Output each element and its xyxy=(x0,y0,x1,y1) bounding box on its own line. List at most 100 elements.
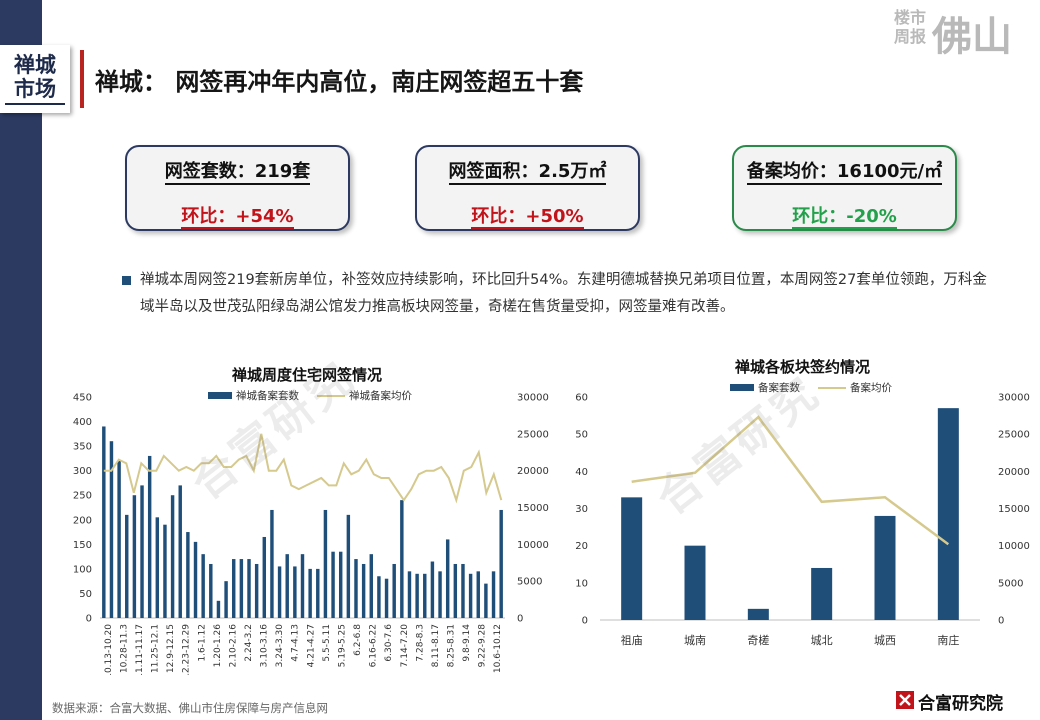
chart1-x-tick: 5.19-5.25 xyxy=(337,624,347,667)
chart1-x-tick: 1.6-1.12 xyxy=(197,624,207,662)
chart2-bar xyxy=(937,408,959,620)
legend-line-swatch xyxy=(818,386,846,389)
chart1-bar xyxy=(193,541,198,618)
section-badge-line1: 禅城 xyxy=(14,53,56,77)
chart1-x-tick: 1.20-1.26 xyxy=(213,624,223,668)
kpi-card-price: 备案均价：16100元/㎡ 环比：-20% xyxy=(732,145,957,231)
chart1-bar xyxy=(361,563,366,618)
page-title: 禅城： 网签再冲年内高位，南庄网签超五十套 xyxy=(95,68,584,96)
chart1-bar xyxy=(232,559,236,618)
bullet-square xyxy=(122,276,131,285)
chart2-x-tick: 奇槎 xyxy=(747,633,769,647)
chart1-x-tick: 2.24-3.2 xyxy=(244,624,254,662)
chart2-title: 禅城各板块签约情况 xyxy=(735,358,871,376)
chart2-y-right-tick: 10000 xyxy=(998,541,1030,552)
chart1-bar xyxy=(201,554,205,618)
chart1-bar xyxy=(384,578,389,618)
chart1-y-right-tick: 10000 xyxy=(517,540,549,551)
chart2-y-left-tick: 30 xyxy=(575,504,588,515)
chart1-x-tick: 5.5-5.11 xyxy=(322,624,332,662)
chart1-x-tick: 7.14-7.20 xyxy=(400,624,410,668)
chart1-y-left-tick: 350 xyxy=(73,442,92,453)
chart1-bar xyxy=(400,500,404,618)
chart2-bar xyxy=(684,545,706,620)
chart1-bar xyxy=(216,600,221,618)
chart1-bar xyxy=(102,426,106,618)
chart1-x-tick: 12.23-12.29 xyxy=(182,624,192,675)
kpi-card-units: 网签套数：219套 环比：+54% xyxy=(125,145,350,231)
brand-tagline-2: 周报 xyxy=(893,27,926,46)
chart1-bar xyxy=(308,568,312,618)
chart1-x-tick: 3.24-3.30 xyxy=(275,624,285,668)
kpi-card-area: 网签面积：2.5万㎡ 环比：+50% xyxy=(415,145,640,231)
chart1-bar xyxy=(438,571,442,618)
chart1-legend: 禅城备案套数 禅城备案均价 xyxy=(208,388,412,403)
chart1-bar xyxy=(346,514,351,618)
chart1-x-tick: 9.22-9.28 xyxy=(478,624,488,668)
chart2-x-tick: 城南 xyxy=(684,634,706,647)
chart2-bar xyxy=(621,497,643,620)
chart1-bar xyxy=(254,563,259,618)
chart1-x-tick: 9.8-9.14 xyxy=(462,624,472,662)
chart2-y-left-tick: 40 xyxy=(575,467,588,478)
chart1-bar xyxy=(461,563,465,618)
chart1-y-right-tick: 25000 xyxy=(517,429,549,440)
legend-bar-swatch xyxy=(208,392,232,399)
title-rule xyxy=(80,50,84,108)
chart1-bar xyxy=(140,485,144,618)
chart1-bar xyxy=(377,576,381,618)
chart1-y-right-tick: 0 xyxy=(517,614,523,625)
section-badge-underline xyxy=(5,103,65,105)
chart2-legend-bars: 备案套数 xyxy=(758,382,800,394)
chart1-y-left-tick: 200 xyxy=(73,515,92,526)
chart1-x-tick: 12.9-12.15 xyxy=(166,624,176,673)
legend-bar-swatch xyxy=(730,384,754,391)
section-badge: 禅城 市场 xyxy=(0,45,70,113)
chart1-bar xyxy=(125,514,129,618)
data-source: 数据来源：合富大数据、佛山市住房保障与房产信息网 xyxy=(52,701,328,715)
chart1-legend-line: 禅城备案均价 xyxy=(349,390,412,402)
kpi-area-label: 网签面积：2.5万㎡ xyxy=(448,161,607,185)
chart2-price-line xyxy=(631,415,950,546)
chart1-x-tick: 8.11-8.17 xyxy=(431,624,441,667)
logo-text: 合富研究院 xyxy=(918,694,1003,714)
chart1-bar xyxy=(147,455,152,618)
chart1-x-tick: 4.7-4.13 xyxy=(291,624,301,662)
chart1-y-left-tick: 150 xyxy=(73,540,92,551)
chart2-bar xyxy=(811,567,833,620)
logo-icon xyxy=(896,691,914,709)
chart1-bar xyxy=(415,573,419,618)
summary-paragraph: 禅城本周网签219套新房单位，补签效应持续影响，环比回升54%。东建明德城替换兄… xyxy=(140,272,987,315)
chart1-bar xyxy=(270,509,274,618)
chart1-bar xyxy=(369,554,373,618)
chart1-bar xyxy=(491,571,496,618)
chart1-bar xyxy=(262,536,267,618)
chart1-x-tick: 2.10-2.16 xyxy=(228,624,238,668)
chart1-bar xyxy=(423,573,427,618)
chart2-districts: 60 50 40 30 20 10 0 30000 25000 20000 15000 10000 50… xyxy=(575,393,1030,648)
left-accent-bar xyxy=(0,0,42,720)
chart1-x-tick: 10.13-10.20 xyxy=(104,624,114,675)
chart1-x-tick: 10.28-11.3 xyxy=(119,624,129,673)
kpi-price-change: 环比：-20% xyxy=(792,206,897,229)
chart2-x-tick: 城北 xyxy=(811,634,833,647)
chart1-bar xyxy=(430,561,435,618)
chart1-price-line xyxy=(103,433,503,504)
chart2-y-left-tick: 0 xyxy=(582,616,588,627)
chart1-bar xyxy=(178,485,182,618)
chart2-legend-line: 备案均价 xyxy=(850,382,892,394)
kpi-area-change: 环比：+50% xyxy=(471,206,584,229)
brand-city: 佛山 xyxy=(932,14,1012,60)
chart1-bar xyxy=(300,554,305,618)
chart1-title: 禅城周度住宅网签情况 xyxy=(232,366,383,384)
chart1-weekly: 450 400 350 300 250 200 150 100 50 0 30000 25000 200… xyxy=(73,393,549,676)
chart1-x-tick: 7.28-8.3 xyxy=(415,624,425,662)
chart1-y-right-tick: 15000 xyxy=(517,503,549,514)
chart2-legend: 备案套数 备案均价 xyxy=(730,380,892,395)
chart1-bar xyxy=(155,517,160,618)
chart2-y-left-tick: 20 xyxy=(575,541,588,552)
chart1-x-tick: 11.25-12.1 xyxy=(151,624,161,673)
chart2-y-left-tick: 10 xyxy=(575,578,588,589)
chart1-y-right-tick: 30000 xyxy=(517,393,549,404)
chart1-bar xyxy=(239,559,244,618)
